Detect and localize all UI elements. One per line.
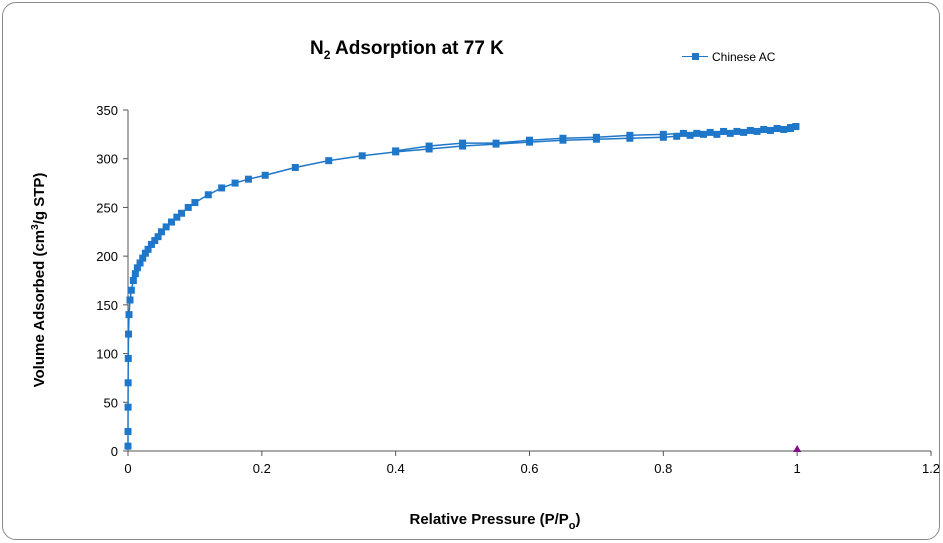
y-tick-label: 200 (96, 249, 118, 264)
legend-label: Chinese AC (712, 50, 776, 64)
data-point-triangle-marker (793, 445, 802, 452)
data-point-adsorption (124, 442, 132, 450)
y-tick-label: 50 (104, 395, 118, 410)
x-tick-label: 0.2 (253, 461, 271, 476)
data-point-adsorption (231, 179, 239, 187)
data-point-desorption (792, 123, 800, 131)
data-point-adsorption (136, 259, 144, 267)
x-axis-label: Relative Pressure (P/Po) (410, 511, 581, 532)
y-tick-label: 250 (96, 200, 118, 215)
data-point-adsorption (147, 240, 155, 248)
y-tick-label: 350 (96, 103, 118, 118)
data-point-desorption (459, 139, 467, 147)
data-point-desorption (760, 125, 768, 133)
data-point-adsorption (124, 354, 132, 362)
data-point-adsorption (151, 237, 159, 245)
data-point-adsorption (173, 213, 181, 221)
x-tick-label: 0.6 (520, 461, 538, 476)
data-point-adsorption (167, 218, 175, 226)
data-point-adsorption (126, 296, 134, 304)
data-point-adsorption (325, 157, 333, 165)
data-point-adsorption (178, 209, 186, 217)
data-point-desorption (425, 142, 433, 150)
data-point-adsorption (129, 277, 137, 284)
data-point-desorption (720, 127, 728, 135)
data-point-desorption (659, 130, 667, 138)
data-point-desorption (733, 127, 741, 135)
data-point-desorption (492, 139, 500, 147)
data-point-adsorption (358, 152, 366, 160)
data-point-adsorption (124, 379, 132, 387)
data-point-adsorption (139, 254, 147, 262)
data-point-adsorption (141, 249, 149, 257)
data-point-adsorption (699, 130, 707, 138)
y-tick-label: 100 (96, 347, 118, 362)
x-tick-label: 1 (794, 461, 801, 476)
data-point-adsorption (157, 228, 165, 236)
y-axis-label: Volume Adsorbed (cm3/g STP) (30, 173, 48, 388)
data-point-adsorption (191, 199, 199, 207)
data-point-adsorption (726, 129, 734, 137)
data-point-adsorption (291, 163, 299, 171)
data-point-adsorption (133, 264, 141, 272)
data-point-adsorption (673, 132, 681, 140)
chart-title-rest: Adsorption at 77 K (330, 38, 504, 59)
x-tick-label: 0.8 (654, 461, 672, 476)
data-point-adsorption (218, 184, 226, 192)
x-tick-label: 1.2 (922, 461, 940, 476)
data-point-desorption (626, 131, 634, 139)
data-point-desorption (746, 126, 754, 134)
series-line-chinese-ac (127, 125, 797, 447)
data-point-desorption (679, 129, 687, 137)
data-point-adsorption (162, 223, 170, 231)
data-point-desorption (706, 128, 714, 136)
y-tick-label: 0 (111, 444, 118, 459)
data-point-desorption (559, 134, 567, 142)
data-point-desorption (392, 147, 400, 155)
x-tick-label: 0.4 (387, 461, 405, 476)
data-point-adsorption (686, 131, 694, 139)
data-point-adsorption (753, 127, 761, 135)
chart-title-main: N (310, 38, 324, 59)
data-point-adsorption (204, 191, 212, 199)
data-point-adsorption (154, 233, 162, 241)
data-point-desorption (773, 125, 781, 133)
x-tick-label: 0 (124, 461, 131, 476)
data-point-adsorption (124, 403, 132, 411)
data-point-adsorption (184, 203, 192, 211)
data-point-desorption (526, 136, 533, 144)
y-tick-label: 150 (96, 298, 118, 313)
legend: Chinese AC (682, 50, 775, 64)
data-point-adsorption (244, 175, 252, 183)
y-tick-label: 300 (96, 152, 118, 167)
data-point-adsorption (127, 286, 135, 294)
chart-title-subscript: 2 (323, 47, 331, 62)
chart-title: N2 Adsorption at 77 K (310, 38, 504, 62)
data-point-desorption (592, 133, 600, 141)
legend-swatch (682, 52, 708, 62)
data-point-adsorption (766, 126, 774, 134)
data-point-adsorption (713, 130, 721, 138)
data-point-adsorption (740, 128, 748, 136)
data-point-adsorption (144, 245, 152, 253)
data-point-adsorption (125, 330, 133, 338)
data-point-desorption (786, 124, 794, 132)
data-point-adsorption (124, 428, 132, 436)
data-point-adsorption (780, 125, 788, 133)
data-point-adsorption (131, 270, 139, 278)
data-point-desorption (693, 129, 701, 137)
data-point-adsorption (261, 171, 269, 179)
data-point-adsorption (125, 311, 133, 319)
